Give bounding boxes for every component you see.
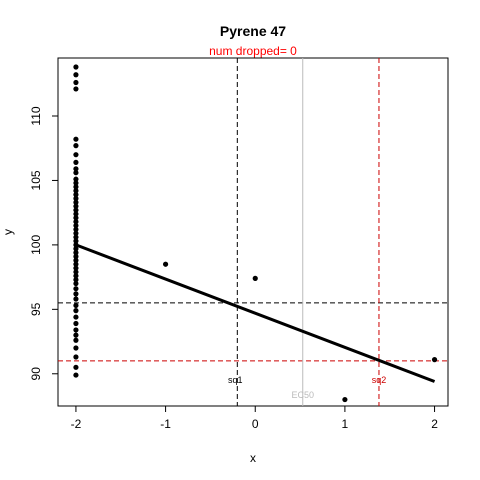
data-point xyxy=(73,257,79,263)
data-point xyxy=(73,192,79,198)
y-tick-label: 90 xyxy=(29,367,43,381)
data-point xyxy=(73,136,79,142)
data-point xyxy=(73,226,79,233)
x-tick-label: -1 xyxy=(160,417,171,431)
data-point xyxy=(252,275,258,281)
data-point xyxy=(73,332,79,338)
data-point xyxy=(73,345,79,351)
data-point xyxy=(73,296,79,302)
data-point xyxy=(73,72,79,78)
y-axis-label: y xyxy=(1,229,15,235)
data-point xyxy=(73,199,79,205)
fit-layer xyxy=(75,243,436,383)
data-point xyxy=(73,253,79,260)
data-point xyxy=(73,364,79,370)
chart-subtitle: num dropped= 0 xyxy=(209,44,297,58)
data-point xyxy=(73,246,79,252)
data-point xyxy=(73,195,79,202)
data-point xyxy=(73,277,79,283)
y-tick-label: 95 xyxy=(29,302,43,316)
data-point xyxy=(73,269,79,275)
reference-line-label: EC50 xyxy=(292,390,315,400)
x-tick-label: 0 xyxy=(252,417,259,431)
data-point xyxy=(73,261,79,267)
reference-line-label: sq2 xyxy=(372,375,387,385)
data-point xyxy=(73,203,79,209)
x-axis-label: x xyxy=(250,451,256,465)
data-point xyxy=(73,159,79,165)
data-point xyxy=(73,308,79,314)
data-point xyxy=(73,327,79,333)
data-point xyxy=(73,166,79,172)
data-point xyxy=(73,291,79,297)
data-point xyxy=(73,86,79,92)
data-point xyxy=(73,152,79,158)
data-point xyxy=(73,234,79,240)
data-point xyxy=(73,280,79,287)
points-layer xyxy=(73,64,438,403)
data-point xyxy=(73,372,79,378)
data-point xyxy=(73,242,79,248)
data-point xyxy=(73,238,79,244)
data-point xyxy=(73,188,79,194)
data-point xyxy=(73,143,79,149)
data-point xyxy=(73,64,79,70)
x-tick-label: -2 xyxy=(71,417,82,431)
y-tick-label: 105 xyxy=(29,170,43,190)
axes-layer: -2 -1 0 1 2 90 95 100 105 110 xyxy=(29,106,438,431)
chart-title: Pyrene 47 xyxy=(220,23,286,39)
x-tick-label: 2 xyxy=(431,417,438,431)
data-point xyxy=(73,207,79,213)
data-point xyxy=(73,79,79,86)
data-point xyxy=(73,265,79,271)
data-point xyxy=(73,180,79,186)
data-point xyxy=(73,314,79,320)
data-point xyxy=(431,357,438,363)
data-point xyxy=(73,320,79,327)
y-tick-label: 110 xyxy=(29,106,43,125)
reference-line-label: sq1 xyxy=(228,375,243,385)
data-point xyxy=(73,170,79,176)
data-point xyxy=(73,230,79,236)
data-point xyxy=(73,176,79,182)
data-point xyxy=(342,396,348,403)
data-point xyxy=(73,219,79,225)
x-tick-label: 1 xyxy=(342,417,349,431)
data-point xyxy=(73,302,79,309)
data-point xyxy=(73,184,79,190)
data-point xyxy=(73,273,79,279)
fit-line xyxy=(75,243,436,383)
data-point xyxy=(73,222,79,229)
reference-lines: sq1 EC50 sq2 xyxy=(58,58,448,406)
plot-frame xyxy=(57,57,449,407)
data-point xyxy=(73,215,79,221)
data-point xyxy=(73,337,79,343)
data-point xyxy=(162,261,169,267)
data-point xyxy=(73,211,79,217)
y-tick-label: 100 xyxy=(29,235,43,255)
data-point xyxy=(73,286,79,292)
data-point xyxy=(73,354,79,360)
data-point xyxy=(73,250,79,256)
